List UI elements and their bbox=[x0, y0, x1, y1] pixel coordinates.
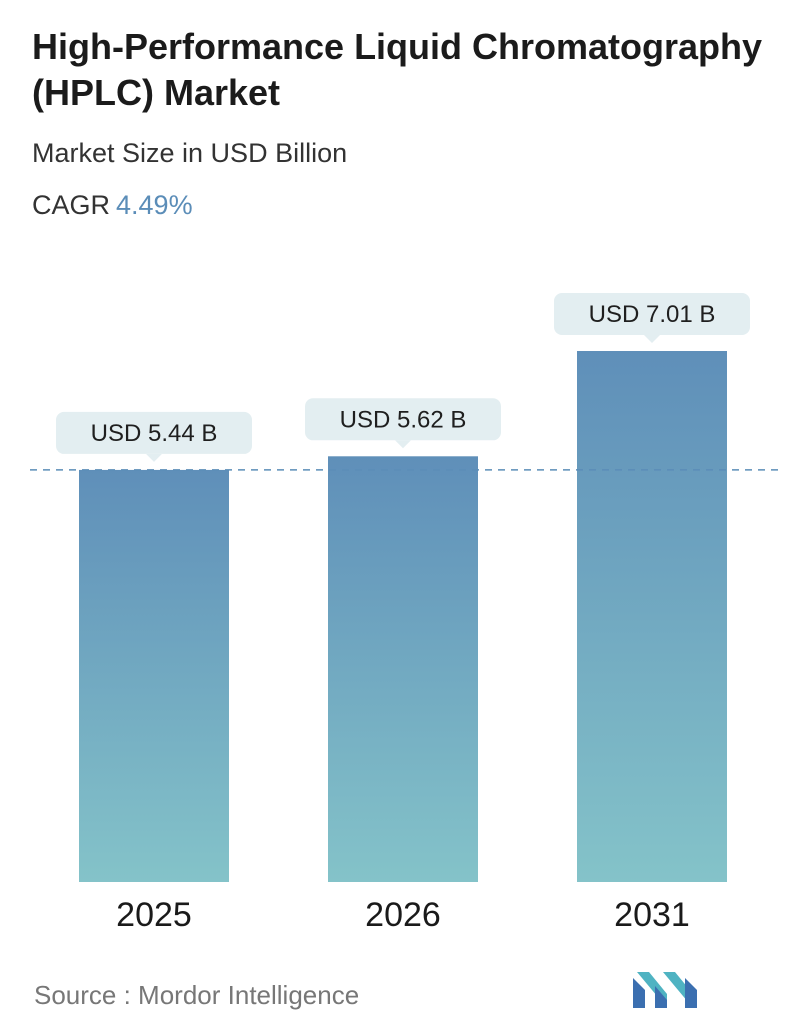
data-label-2031: USD 7.01 B bbox=[554, 293, 750, 343]
cagr-value: 4.49% bbox=[116, 190, 193, 220]
bar-2031 bbox=[577, 351, 727, 882]
data-label-2025: USD 5.44 B bbox=[56, 411, 252, 462]
x-tick-label-2025: 2025 bbox=[116, 896, 192, 934]
x-tick-label-2031: 2031 bbox=[614, 896, 690, 934]
x-tick-label-2026: 2026 bbox=[365, 896, 441, 934]
mordor-intelligence-logo-icon bbox=[633, 972, 697, 1008]
cagr: CAGR 4.49% bbox=[32, 190, 193, 221]
cagr-label: CAGR bbox=[32, 190, 111, 220]
bar-2025 bbox=[79, 469, 229, 882]
chart-title: High-Performance Liquid Chromatography (… bbox=[32, 26, 763, 113]
data-label-text-2026: USD 5.62 B bbox=[340, 406, 467, 433]
bar-2026 bbox=[328, 456, 478, 882]
bar-chart: USD 5.44 B 2025 USD 5.62 B 2026 USD 7.01 B 20… bbox=[30, 293, 780, 934]
data-label-text-2031: USD 7.01 B bbox=[589, 301, 716, 328]
chart-subtitle: Market Size in USD Billion bbox=[32, 138, 348, 168]
source-text: Source : Mordor Intelligence bbox=[34, 980, 360, 1010]
data-label-2026: USD 5.62 B bbox=[305, 398, 501, 449]
data-label-text-2025: USD 5.44 B bbox=[91, 420, 218, 447]
